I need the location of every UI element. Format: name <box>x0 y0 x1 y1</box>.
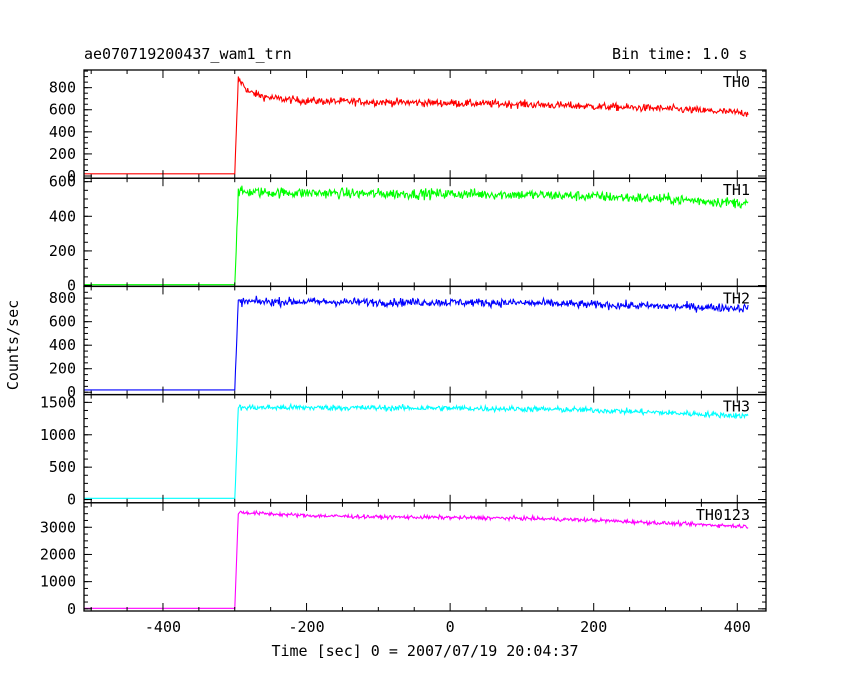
bin-time-label: Bin time: 1.0 s <box>612 45 748 63</box>
y-tick-label: 600 <box>49 101 76 119</box>
x-tick-label: 400 <box>724 618 751 636</box>
series-label-th0: TH0 <box>723 73 750 91</box>
y-tick-label: 0 <box>67 491 76 509</box>
panel-th3: 0 500 1000 1500 TH3 <box>40 393 767 509</box>
y-tick-label: 2000 <box>40 545 76 563</box>
series-line-th0123 <box>84 509 749 609</box>
panel-frame <box>83 393 767 504</box>
panel-th1: 0 200 400 600 TH1 <box>49 173 767 295</box>
series-line-th0 <box>84 76 749 175</box>
y-tick-label: 200 <box>49 360 76 378</box>
y-tick-label: 0 <box>67 277 76 295</box>
y-tick-label: 0 <box>67 167 76 185</box>
panel-th2: 0 200 400 600 800 TH2 <box>49 285 767 401</box>
y-tick-label: 500 <box>49 458 76 476</box>
series-label-th2: TH2 <box>723 289 750 307</box>
y-axis-label: Counts/sec <box>4 300 22 390</box>
y-tick-label: 1000 <box>40 426 76 444</box>
y-tick-label: 200 <box>49 145 76 163</box>
panel-th0: 0 200 400 600 800 TH0 <box>49 69 767 185</box>
y-tick-label: 0 <box>67 383 76 401</box>
y-tick-label: 200 <box>49 242 76 260</box>
x-tick-label: -200 <box>288 618 324 636</box>
series-line-th3 <box>84 402 749 499</box>
x-tick-label: 0 <box>446 618 455 636</box>
panel-th0123: 0 1000 2000 3000 TH0123 <box>40 502 767 618</box>
y-tick-label: 1000 <box>40 573 76 591</box>
y-tick-label: 600 <box>49 313 76 331</box>
chart-title: ae070719200437_wam1_trn <box>84 45 292 63</box>
y-tick-label: 600 <box>49 173 76 191</box>
panel-frame <box>83 502 767 612</box>
x-axis-label: Time [sec] 0 = 2007/07/19 20:04:37 <box>271 642 578 660</box>
series-line-th1 <box>84 185 749 286</box>
y-tick-label: 400 <box>49 207 76 225</box>
x-tick-label: 200 <box>580 618 607 636</box>
y-tick-label: 800 <box>49 79 76 97</box>
x-tick-label: -400 <box>145 618 181 636</box>
y-tick-label: 800 <box>49 289 76 307</box>
series-label-th1: TH1 <box>723 181 750 199</box>
y-tick-label: 1500 <box>40 393 76 411</box>
y-tick-label: 0 <box>67 600 76 618</box>
series-line-th2 <box>84 295 749 391</box>
y-tick-label: 400 <box>49 336 76 354</box>
series-label-th0123: TH0123 <box>696 506 750 524</box>
y-tick-label: 3000 <box>40 518 76 536</box>
series-label-th3: TH3 <box>723 398 750 416</box>
y-tick-label: 400 <box>49 123 76 141</box>
panel-frame <box>83 69 767 179</box>
